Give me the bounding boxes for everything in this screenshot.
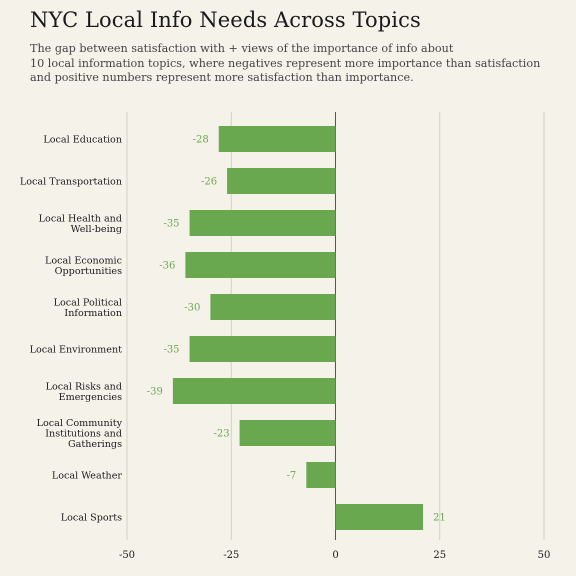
category-label: Local Health and Well-being	[39, 213, 122, 235]
category-label-line: Local Community	[37, 418, 123, 429]
x-tick-label: 50	[538, 550, 551, 561]
chart-subtitle: The gap between satisfaction with + view…	[30, 42, 541, 86]
category-label: Local Transportation	[20, 177, 122, 188]
subtitle-line: 10 local information topics, where negat…	[30, 56, 541, 70]
bar	[185, 252, 336, 278]
bar	[227, 168, 336, 194]
category-label-line: Information	[64, 308, 122, 319]
category-label-line: Emergencies	[59, 392, 122, 403]
x-tick-label: -25	[223, 550, 239, 561]
bar	[210, 294, 336, 320]
category-label: Local Community Institutions and Gathering…	[37, 418, 123, 450]
data-label: -35	[163, 219, 179, 230]
category-label-line: Local Sports	[61, 513, 122, 524]
bar	[172, 378, 336, 404]
category-label-line: Local Political	[54, 297, 122, 308]
data-label: -23	[213, 429, 229, 440]
category-label-line: Gatherings	[68, 439, 122, 450]
bar	[189, 210, 336, 236]
category-label-line: Local Transportation	[20, 177, 122, 188]
bar	[239, 420, 336, 446]
data-label: -7	[287, 471, 297, 482]
subtitle-line: The gap between satisfaction with + view…	[30, 42, 454, 55]
data-label: -39	[147, 387, 163, 398]
bar	[306, 462, 336, 488]
x-tick-label: 25	[433, 550, 446, 561]
category-label-line: Local Economic	[45, 255, 122, 266]
category-label: Local Political Information	[54, 297, 122, 319]
category-label: Local Environment	[30, 345, 123, 356]
x-tick-label: 0	[332, 550, 338, 561]
data-label: -36	[159, 261, 175, 272]
category-label: Local Sports	[61, 513, 122, 524]
bar	[189, 336, 336, 362]
subtitle-line: and positive numbers represent more sati…	[30, 71, 414, 85]
data-label: -30	[184, 303, 200, 314]
category-label: Local Risks and Emergencies	[46, 381, 122, 403]
category-label: Local Weather	[52, 471, 123, 482]
category-label-line: Local Environment	[30, 345, 123, 356]
data-label: -35	[163, 345, 179, 356]
x-tick-label: -50	[119, 550, 135, 561]
category-label-line: Local Risks and	[46, 381, 122, 392]
category-label-line: Institutions and	[45, 429, 122, 440]
data-label: -26	[201, 177, 217, 188]
category-label: Local Economic Opportunities	[45, 255, 122, 277]
category-label-line: Opportunities	[55, 266, 122, 277]
category-label-line: Local Education	[43, 135, 122, 146]
category-label-line: Local Weather	[52, 471, 123, 482]
category-label-line: Well-being	[71, 224, 122, 235]
category-label: Local Education	[43, 135, 122, 146]
category-label-line: Local Health and	[39, 213, 122, 224]
bar	[335, 504, 424, 530]
chart-title: NYC Local Info Needs Across Topics	[30, 8, 421, 32]
data-label: -28	[193, 135, 209, 146]
data-label: 21	[433, 513, 446, 524]
bar	[218, 126, 336, 152]
